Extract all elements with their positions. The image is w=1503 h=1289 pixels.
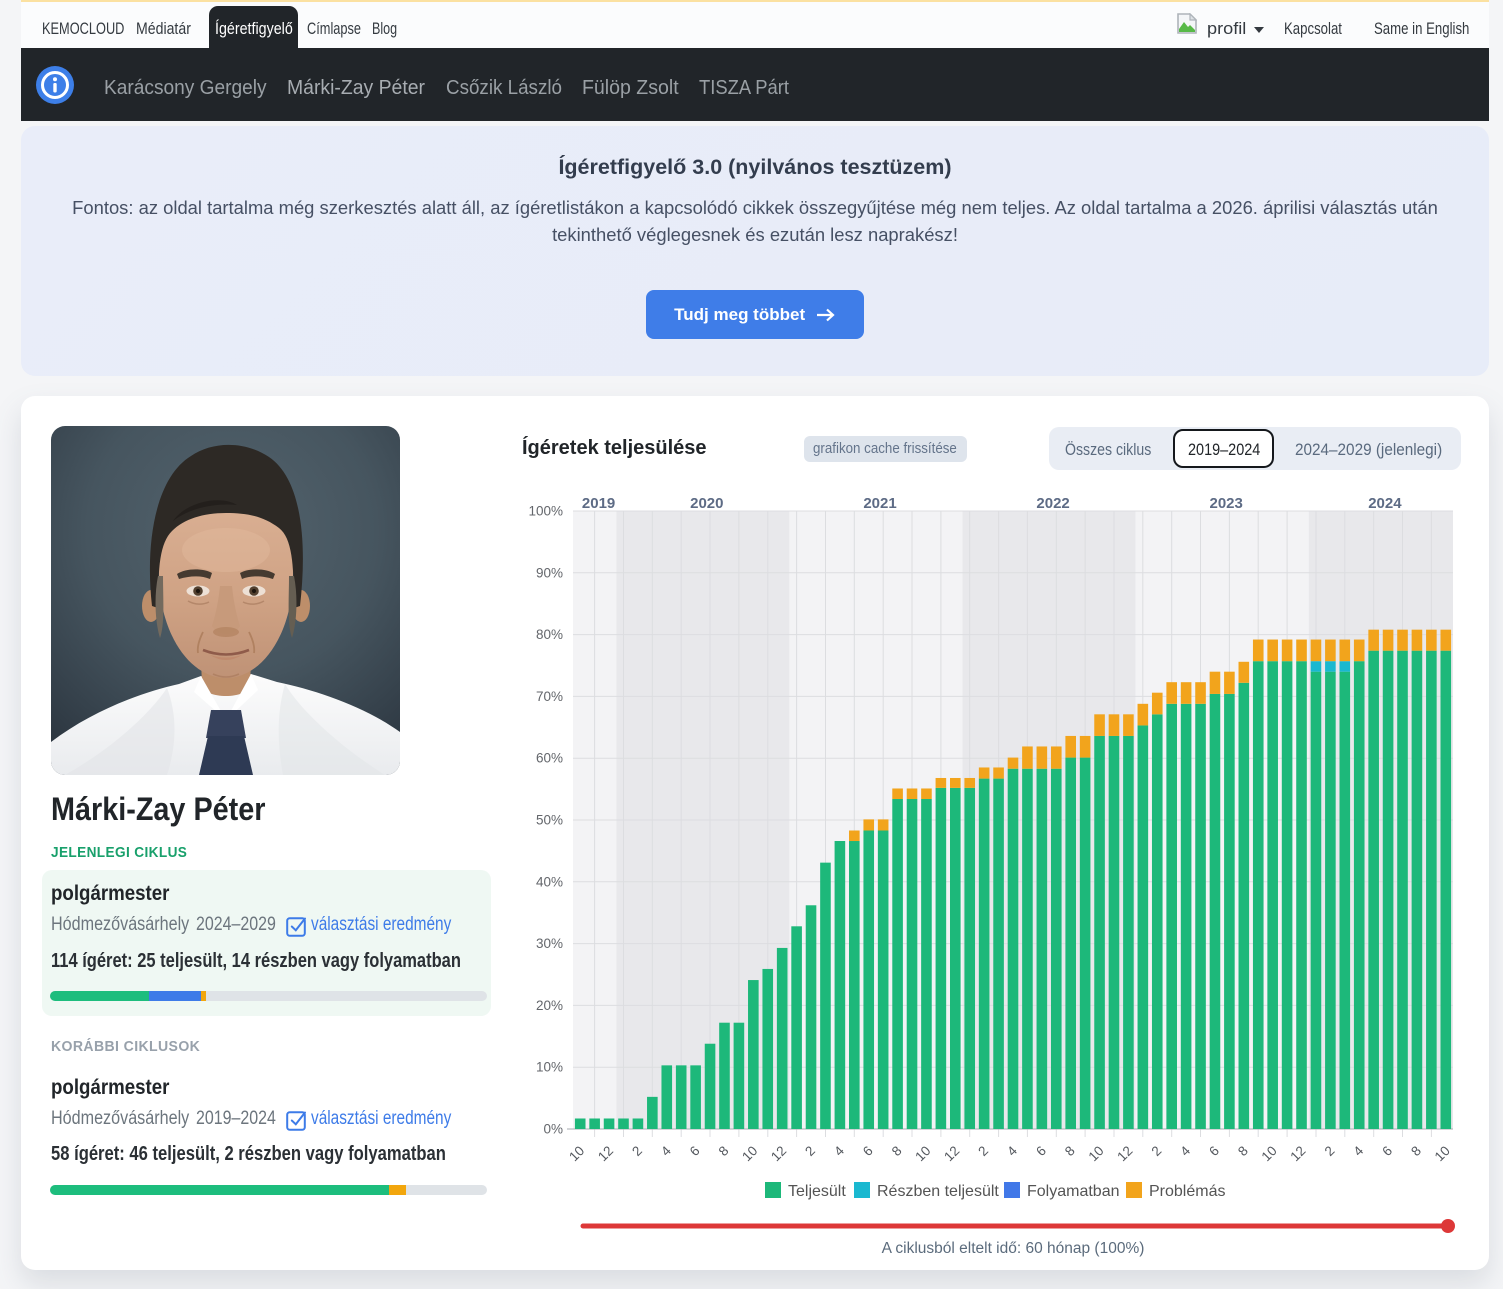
- svg-text:2020: 2020: [690, 495, 723, 512]
- svg-text:2: 2: [802, 1143, 818, 1159]
- svg-text:2: 2: [1149, 1143, 1165, 1159]
- svg-text:10: 10: [566, 1143, 587, 1164]
- svg-text:8: 8: [1235, 1143, 1251, 1159]
- svg-text:8: 8: [1408, 1143, 1424, 1159]
- svg-text:Problémás: Problémás: [1149, 1183, 1225, 1200]
- svg-text:2023: 2023: [1210, 495, 1243, 512]
- svg-text:8: 8: [716, 1143, 732, 1159]
- svg-text:50%: 50%: [536, 813, 563, 828]
- svg-text:12: 12: [1287, 1143, 1308, 1164]
- svg-text:6: 6: [860, 1143, 876, 1159]
- svg-text:12: 12: [595, 1143, 616, 1164]
- svg-text:2022: 2022: [1036, 495, 1069, 512]
- svg-text:20%: 20%: [536, 998, 563, 1013]
- svg-text:6: 6: [1379, 1143, 1395, 1159]
- svg-text:40%: 40%: [536, 874, 563, 889]
- svg-text:12: 12: [768, 1143, 789, 1164]
- svg-text:4: 4: [831, 1143, 847, 1159]
- svg-text:Folyamatban: Folyamatban: [1027, 1183, 1120, 1200]
- svg-text:12: 12: [941, 1143, 962, 1164]
- svg-text:2021: 2021: [863, 495, 896, 512]
- svg-text:80%: 80%: [536, 627, 563, 642]
- svg-text:12: 12: [1114, 1143, 1135, 1164]
- svg-text:6: 6: [687, 1143, 703, 1159]
- svg-text:100%: 100%: [528, 504, 563, 519]
- svg-text:Teljesült: Teljesült: [788, 1183, 846, 1200]
- svg-text:10: 10: [1259, 1143, 1280, 1164]
- svg-text:70%: 70%: [536, 689, 563, 704]
- svg-text:90%: 90%: [536, 565, 563, 580]
- svg-text:4: 4: [1350, 1143, 1366, 1159]
- svg-text:2024: 2024: [1368, 495, 1402, 512]
- svg-text:6: 6: [1206, 1143, 1222, 1159]
- svg-text:10: 10: [912, 1143, 933, 1164]
- svg-text:30%: 30%: [536, 936, 563, 951]
- svg-text:10: 10: [739, 1143, 760, 1164]
- svg-text:2: 2: [975, 1143, 991, 1159]
- svg-text:A ciklusból eltelt idő: 60 hón: A ciklusból eltelt idő: 60 hónap (100%): [882, 1240, 1145, 1257]
- svg-text:4: 4: [658, 1143, 674, 1159]
- svg-text:2019: 2019: [582, 495, 615, 512]
- svg-text:Részben teljesült: Részben teljesült: [877, 1183, 999, 1200]
- svg-text:10: 10: [1085, 1143, 1106, 1164]
- svg-text:2: 2: [629, 1143, 645, 1159]
- svg-text:8: 8: [1062, 1143, 1078, 1159]
- svg-text:4: 4: [1177, 1143, 1193, 1159]
- svg-text:8: 8: [889, 1143, 905, 1159]
- svg-text:4: 4: [1004, 1143, 1020, 1159]
- svg-text:6: 6: [1033, 1143, 1049, 1159]
- svg-text:0%: 0%: [543, 1122, 563, 1137]
- svg-text:60%: 60%: [536, 751, 563, 766]
- svg-text:10%: 10%: [536, 1060, 563, 1075]
- svg-text:10: 10: [1432, 1143, 1453, 1164]
- svg-text:2: 2: [1322, 1143, 1338, 1159]
